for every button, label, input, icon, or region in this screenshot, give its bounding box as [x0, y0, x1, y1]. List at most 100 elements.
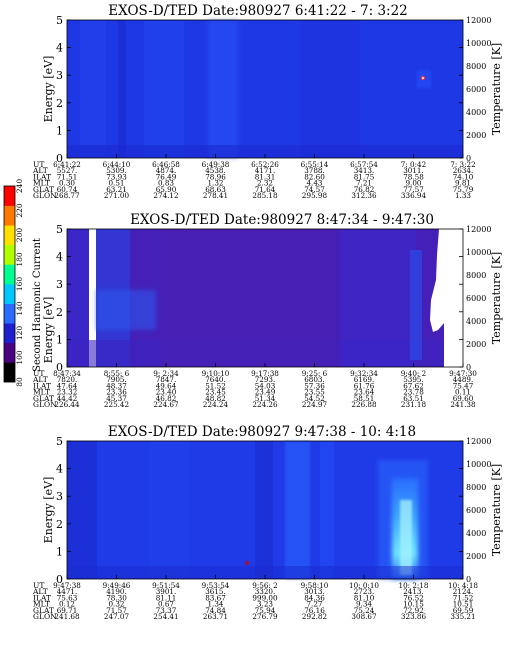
table-cell: 2723. [354, 587, 375, 596]
table-cell: 6:52:26 [251, 160, 279, 169]
panel-1-plot-background [67, 20, 463, 158]
table-cell: 74.84 [205, 606, 226, 615]
energy-tick-label: 4 [56, 42, 63, 55]
temperature-tick-label: 10000 [466, 460, 491, 469]
table-cell: 247.07 [104, 612, 130, 621]
table-cell: 224.26 [252, 400, 278, 409]
table-cell: 9:17:38 [251, 369, 279, 378]
table-cell: 51.52 [205, 381, 226, 390]
table-cell: 268.77 [54, 191, 80, 200]
table-cell: 49.64 [156, 381, 177, 390]
table-row-label: GLAT [33, 606, 54, 615]
table-cell: 9:53:54 [202, 581, 230, 590]
table-cell: 5395. [403, 375, 424, 384]
table-cell: 74.10 [453, 172, 474, 181]
table-cell: 9:47:38 [53, 581, 81, 590]
energy-tick-label: 3 [56, 490, 63, 503]
energy-tick-label: 0 [56, 152, 63, 165]
table-cell: 6803. [304, 375, 325, 384]
table-cell: 2124. [453, 587, 474, 596]
table-cell: 78.58 [403, 172, 424, 181]
temperature-tick-label: 0 [466, 575, 471, 584]
table-cell: 226.44 [54, 400, 80, 409]
table-row-label: MLT [33, 179, 50, 188]
table-row-label: MLT [33, 388, 50, 397]
table-cell: 6:49:38 [202, 160, 230, 169]
table-row-label: ILAT [33, 381, 51, 390]
panel-1-heatmap-structure [67, 20, 463, 158]
energy-tick-label: 3 [56, 69, 63, 82]
table-cell: 323.86 [401, 612, 427, 621]
table-cell: 3615. [205, 587, 226, 596]
table-cell: 254.41 [153, 612, 178, 621]
table-cell: 0.30 [59, 179, 75, 188]
panel-3-hotspot [244, 560, 250, 566]
table-cell: 3788. [304, 166, 325, 175]
table-cell: 224.97 [302, 400, 328, 409]
table-cell: 75.94 [255, 606, 276, 615]
table-cell: 61.76 [354, 381, 375, 390]
panel-2-ylabel: Energy [eV] [42, 297, 55, 364]
table-row-label: ALT [32, 587, 48, 596]
table-cell: 271.00 [104, 191, 130, 200]
energy-tick-label: 0 [56, 573, 63, 586]
table-cell: 276.79 [252, 612, 278, 621]
temperature-tick-label: 12000 [466, 437, 491, 446]
table-row-label: ILAT [33, 172, 51, 181]
table-cell: 78.30 [106, 593, 127, 602]
energy-tick-label: 0 [56, 361, 63, 374]
table-cell: 295.98 [302, 191, 328, 200]
table-cell: 76.16 [304, 606, 325, 615]
table-cell: 9:25: 6 [302, 369, 328, 378]
table-cell: 1.32 [207, 179, 223, 188]
temperature-tick-label: 4000 [466, 317, 486, 326]
temperature-tick-label: 2000 [466, 552, 486, 561]
table-cell: 2.32 [257, 179, 273, 188]
table-cell: 6:57:54 [350, 160, 378, 169]
table-cell: 278.41 [203, 191, 228, 200]
table-cell: 23.49 [255, 388, 276, 397]
table-cell: 76.52 [403, 593, 424, 602]
table-cell: 335.21 [450, 612, 475, 621]
table-cell: 9:49:46 [103, 581, 131, 590]
table-cell: 7.27 [306, 600, 322, 609]
table-row-label: ALT [32, 375, 48, 384]
table-cell: 6169. [354, 375, 375, 384]
table-cell: 274.12 [153, 191, 178, 200]
colorbar-tick-label: 140 [15, 301, 24, 316]
table-cell: 9:10:10 [202, 369, 230, 378]
table-cell: 77.57 [403, 185, 424, 194]
table-cell: 48.37 [106, 381, 127, 390]
table-cell: 7293. [255, 375, 276, 384]
table-cell: 8:47:34 [53, 369, 81, 378]
table-cell: 81.75 [354, 172, 375, 181]
table-cell: 241.38 [450, 400, 476, 409]
table-cell: 58.51 [354, 394, 375, 403]
energy-tick-label: 5 [56, 435, 63, 448]
table-cell: 4190. [106, 587, 127, 596]
table-cell: 71.57 [106, 606, 127, 615]
table-cell: 73.37 [156, 606, 177, 615]
table-cell: 84.36 [304, 593, 325, 602]
table-cell: 3901. [156, 587, 177, 596]
energy-tick-label: 1 [56, 333, 63, 346]
table-cell: 71.52 [453, 593, 474, 602]
energy-tick-label: 5 [56, 14, 63, 27]
table-cell: 3413. [354, 166, 375, 175]
colorbar-tick-label: 220 [15, 203, 24, 218]
table-cell: 7905. [106, 375, 127, 384]
table-row-label: MLT [33, 600, 50, 609]
table-cell: 2634. [453, 166, 474, 175]
table-cell: 0.11 [455, 388, 471, 397]
table-cell: 0.67 [158, 600, 174, 609]
temperature-tick-label: 2000 [466, 340, 486, 349]
table-cell: 9:32:34 [350, 369, 378, 378]
colorbar-block [4, 205, 15, 226]
panel-3: EXOS-D/TED Date:980927 9:47:38 - 10: 4:1… [32, 424, 503, 621]
table-cell: 312.36 [351, 191, 377, 200]
table-cell: 292.82 [302, 612, 327, 621]
table-cell: 69.60 [453, 394, 474, 403]
table-cell: 23.32 [57, 388, 78, 397]
table-cell: 7847. [156, 375, 177, 384]
